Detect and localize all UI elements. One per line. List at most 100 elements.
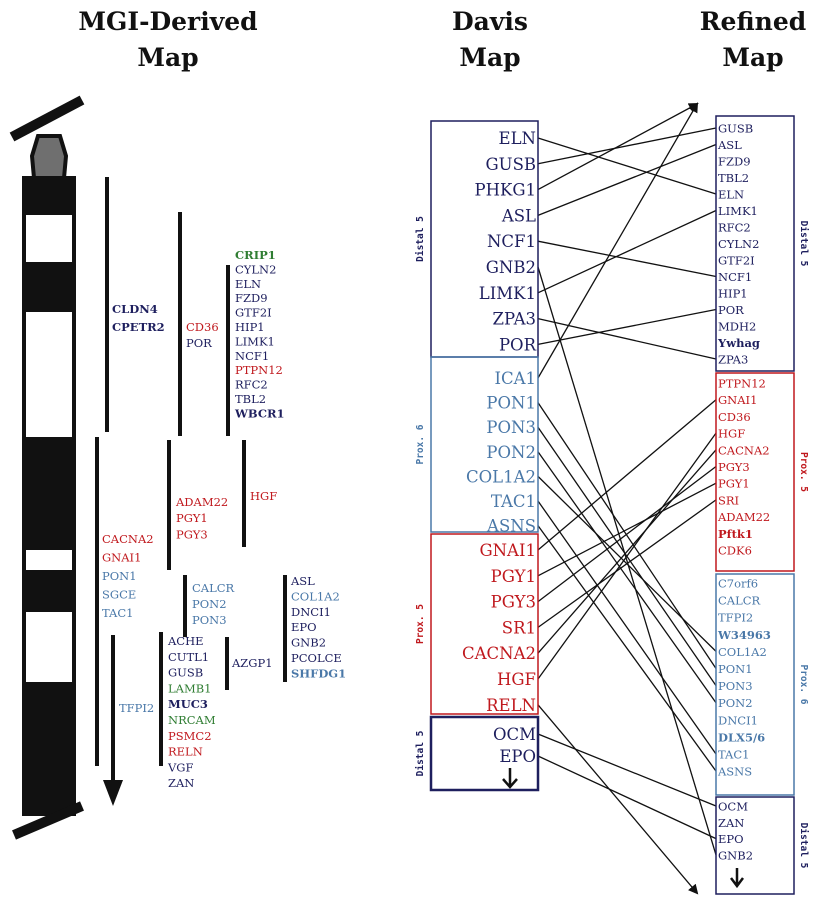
refined-gene-pftk1: Pftk1	[718, 527, 753, 541]
davis-gene-por: POR	[499, 335, 537, 354]
mgi-gene-pon3: PON3	[192, 613, 227, 627]
refined-gene-adam22: ADAM22	[717, 510, 770, 524]
down-arrow-icon	[502, 768, 518, 789]
refined-gene-ptpn12: PTPN12	[718, 377, 766, 391]
refined-gene-hgf: HGF	[718, 427, 745, 441]
refined-gene-gnb2: GNB2	[718, 848, 753, 862]
refined-gene-asl: ASL	[717, 138, 742, 152]
mgi-gene-gnai1: GNAI1	[102, 551, 141, 565]
refined-gene-zpa3: ZPA3	[718, 353, 748, 367]
mgi-gene-ache: ACHE	[167, 634, 204, 648]
davis-box-label: Prox. 5	[415, 604, 426, 644]
refined-gene-mdh2: MDH2	[718, 320, 756, 334]
connector-tac1-to-tac1	[537, 500, 717, 755]
refined-gene-cdk6: CDK6	[718, 544, 752, 558]
mgi-gene-epo: EPO	[291, 620, 317, 634]
mgi-gene-wbcr1: WBCR1	[234, 406, 285, 420]
refined-gene-tbl2: TBL2	[718, 171, 749, 185]
mgi-gene-group: CRIP1CYLN2ELNFZD9GTF2IHIP1LIMK1NCF1PTPN1…	[234, 248, 285, 420]
refined-gene-por: POR	[718, 303, 744, 317]
refined-gene-hip1: HIP1	[718, 287, 748, 301]
mgi-gene-group: CLDN4 CPETR2	[112, 302, 165, 334]
refined-gene-eln: ELN	[718, 188, 744, 202]
mgi-gene-group: TFPI2	[119, 701, 154, 715]
refined-gene-rfc2: RFC2	[718, 221, 751, 235]
refined-box-distal-5: Distal 5 OCM ZAN EPO GNB2	[715, 796, 809, 895]
davis-box-frame	[430, 533, 539, 715]
davis-map: Distal 5 ELN GUSB PHKG1 ASL NCF1 GNB2 LIMK1 ZPA3…	[415, 120, 540, 792]
davis-box-distal-5: Distal 5 ELN GUSB PHKG1 ASL NCF1 GNB2 LIMK1 ZPA3…	[415, 120, 539, 358]
refined-gene-calcr: CALCR	[718, 594, 761, 608]
refined-gene-ncf1: NCF1	[718, 270, 752, 284]
connector-por-to-por	[537, 308, 717, 346]
davis-gene-pgy1: PGY1	[491, 567, 536, 586]
connector-gnb2-to-gnb2	[537, 266, 717, 856]
davis-box-distal-5: Distal 5 OCM EPO	[415, 715, 540, 792]
refined-box-label: Distal 5	[798, 823, 809, 869]
mgi-gene-col1a2: COL1A2	[291, 589, 340, 603]
refined-box-prox-5: Prox. 5 PTPN12 GNAI1 CD36 HGF CACNA2 PGY3 PGY1 S…	[715, 372, 809, 572]
mgi-gene-group: AZGP1	[231, 656, 273, 670]
connector-ocm-to-ocm	[537, 733, 717, 807]
refined-gene-cd36: CD36	[718, 410, 751, 424]
mgi-gene-limk1: LIMK1	[235, 334, 275, 348]
mgi-gene-cd36: CD36	[186, 320, 219, 334]
refined-gene-dnci1: DNCI1	[718, 713, 758, 727]
davis-gene-asns: ASNS	[486, 517, 536, 536]
mgi-gene-ptpn12: PTPN12	[235, 363, 283, 377]
refined-box-frame	[715, 796, 795, 895]
mgi-gene-tbl2: TBL2	[235, 392, 266, 406]
connector-asl-to-asl	[537, 143, 717, 217]
mgi-gene-psmc2: PSMC2	[168, 729, 212, 743]
refined-gene-gusb: GUSB	[718, 122, 753, 136]
down-arrow-icon	[103, 780, 123, 806]
mgi-gene-shfdg1: SHFDG1	[291, 666, 346, 680]
davis-gene-ica1: ICA1	[494, 369, 536, 388]
davis-box-label: Prox. 6	[415, 424, 426, 464]
refined-box-frame	[715, 372, 795, 572]
mgi-gene-ncf1: NCF1	[235, 349, 269, 363]
refined-map: Distal 5 GUSB ASL FZD9 TBL2 ELN LIMK1 RFC2 CYLN2…	[715, 115, 809, 895]
mgi-gene-cldn4: CLDN4	[112, 302, 158, 316]
davis-gene-pon3: PON3	[486, 418, 536, 437]
down-arrow-icon	[730, 868, 744, 889]
connector-cacna2-to-cacna2	[537, 449, 717, 654]
chromosome-bottom-cap	[12, 801, 84, 840]
davis-gene-gnb2: GNB2	[486, 258, 536, 277]
mgi-gene-pcolce: PCOLCE	[291, 651, 342, 665]
span-bars	[95, 177, 287, 788]
refined-box-label: Prox. 6	[798, 664, 809, 704]
chromosome-band	[24, 682, 74, 814]
refined-gene-gnai1: GNAI1	[718, 393, 757, 407]
davis-box-label: Distal 5	[415, 730, 426, 776]
refined-map-heading: Refined Map	[700, 7, 806, 72]
refined-gene-pgy3: PGY3	[718, 460, 750, 474]
davis-gene-limk1: LIMK1	[479, 284, 536, 303]
davis-gene-pgy3: PGY3	[491, 593, 536, 612]
davis-gene-ncf1: NCF1	[487, 232, 536, 251]
mgi-gene-cyln2: CYLN2	[235, 262, 276, 276]
chromosome-ideogram	[9, 95, 85, 840]
mgi-gene-group: ADAM22 PGY1 PGY3	[175, 495, 228, 541]
refined-gene-gtf2i: GTF2I	[718, 254, 755, 268]
mgi-gene-group: CALCR PON2 PON3	[192, 581, 235, 627]
refined-box-label: Distal 5	[798, 221, 809, 267]
mgi-gene-cutl1: CUTL1	[168, 650, 209, 664]
connector-pgy3-to-pgy3	[537, 465, 717, 603]
mgi-heading-line2: Map	[137, 43, 198, 72]
davis-heading-line2: Map	[459, 43, 520, 72]
mgi-gene-gtf2i: GTF2I	[235, 306, 272, 320]
mgi-gene-azgp1: AZGP1	[231, 656, 273, 670]
mgi-gene-group: CD36 POR	[186, 320, 219, 350]
mgi-gene-cpetr2: CPETR2	[112, 320, 165, 334]
davis-gene-tac1: TAC1	[491, 492, 536, 511]
chromosome-top-cap	[9, 95, 85, 142]
mgi-gene-gnb2: GNB2	[291, 636, 326, 650]
mgi-gene-tfpi2: TFPI2	[119, 701, 154, 715]
mgi-gene-adam22: ADAM22	[175, 495, 228, 509]
refined-box-label: Prox. 5	[798, 452, 809, 492]
refined-gene-zan: ZAN	[718, 816, 744, 830]
connector-gnai1-to-gnai1	[537, 399, 717, 551]
connector-gusb-to-gusb	[537, 127, 717, 165]
